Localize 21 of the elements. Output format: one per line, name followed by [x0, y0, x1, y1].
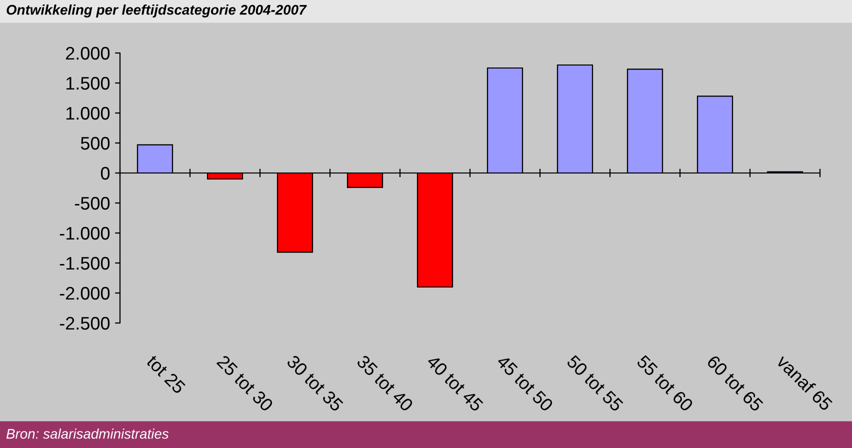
text: Bron: salarisadministraties	[6, 428, 169, 439]
x-tick-label: 25 tot 30	[216, 354, 274, 412]
x-tick-label: 30 tot 35	[286, 354, 344, 412]
y-tick-label: 2.000	[66, 46, 110, 60]
y-tick-label: 500	[80, 136, 110, 150]
y-tick-label: -1.000	[60, 226, 110, 240]
y-tick-label: 0	[100, 166, 110, 180]
y-tick-label: 1.500	[66, 76, 110, 90]
y-tick-label: 1.000	[66, 106, 110, 120]
x-tick-label: 40 tot 45	[426, 354, 484, 412]
chart-title: Ontwikkeling per leeftijdscategorie 2004-2007	[6, 4, 307, 18]
x-tick-label: 60 tot 65	[706, 354, 764, 412]
y-tick-label: -2.000	[60, 286, 110, 300]
x-tick-label: 50 tot 55	[566, 354, 624, 412]
y-tick-label: -500	[74, 196, 110, 210]
y-tick-label: -2.500	[60, 316, 110, 330]
y-tick-label: -1.500	[60, 256, 110, 270]
x-tick-label: 55 tot 60	[636, 354, 694, 412]
x-tick-label: 35 tot 40	[356, 354, 414, 412]
x-tick-label: tot 25	[146, 354, 186, 394]
x-tick-label: 45 tot 50	[496, 354, 554, 412]
